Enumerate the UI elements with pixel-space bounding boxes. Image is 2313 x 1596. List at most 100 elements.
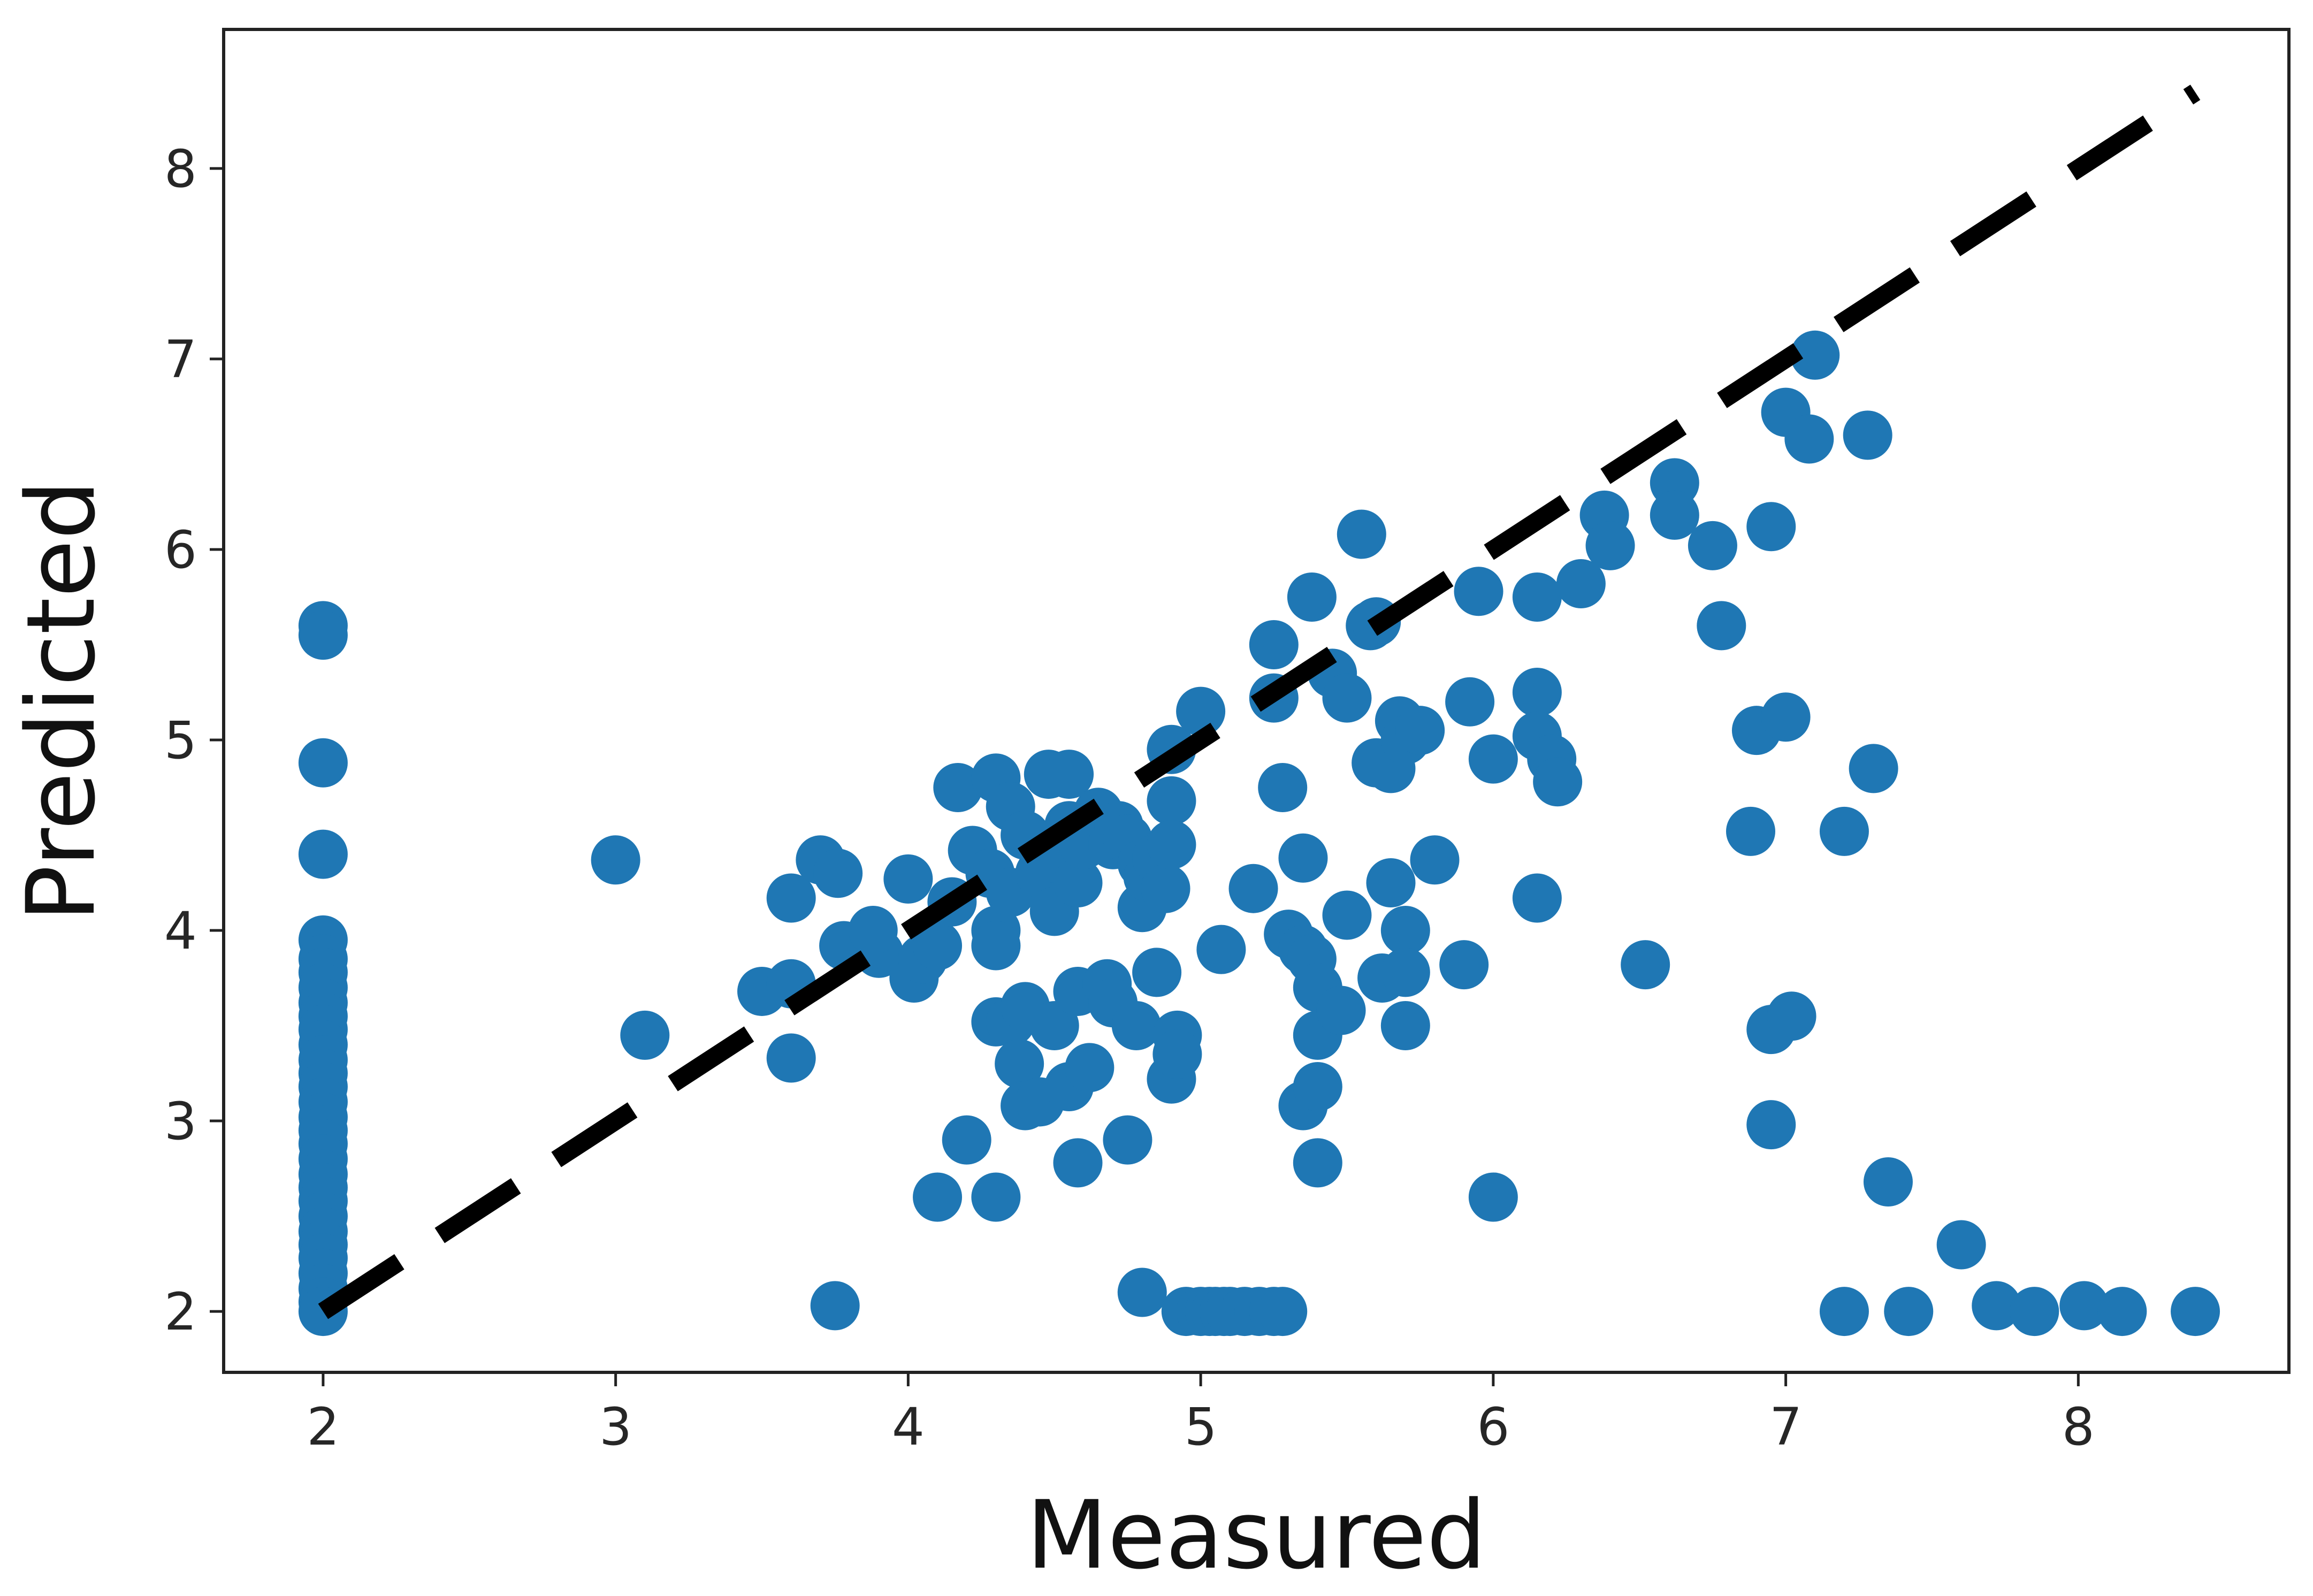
data-point xyxy=(1621,940,1670,990)
data-point xyxy=(1556,559,1606,609)
data-point xyxy=(1849,744,1898,793)
data-point xyxy=(1512,873,1562,923)
x-axis-label: Measured xyxy=(1026,1480,1486,1590)
data-point xyxy=(1132,948,1182,997)
data-point xyxy=(1972,1281,2021,1331)
data-point xyxy=(883,854,933,904)
x-axis-ticks: 2 3 4 5 6 7 8 xyxy=(307,1372,2095,1457)
data-point xyxy=(971,921,1021,971)
data-point xyxy=(1249,620,1299,669)
data-point xyxy=(1278,833,1328,883)
data-point xyxy=(1468,734,1518,784)
data-point xyxy=(2059,1281,2109,1331)
y-tick-label: 3 xyxy=(164,1091,197,1151)
y-tick-label: 8 xyxy=(164,139,197,199)
data-point xyxy=(766,873,816,923)
data-point xyxy=(1380,1001,1430,1051)
y-tick-label: 7 xyxy=(164,330,197,390)
data-point xyxy=(1044,750,1094,799)
data-point xyxy=(298,829,348,879)
x-tick-label: 6 xyxy=(1477,1397,1509,1457)
data-point xyxy=(1337,509,1386,559)
data-point xyxy=(1790,330,1840,380)
data-point xyxy=(1322,890,1372,940)
data-point xyxy=(942,1115,991,1165)
data-point xyxy=(1293,1138,1342,1188)
data-point xyxy=(2010,1287,2059,1337)
data-point xyxy=(1439,940,1489,990)
data-point xyxy=(1761,692,1811,742)
data-point xyxy=(1767,991,1816,1041)
data-point xyxy=(1152,1029,1202,1079)
data-point xyxy=(848,906,898,956)
x-tick-label: 7 xyxy=(1769,1397,1802,1457)
data-point xyxy=(913,1172,963,1222)
data-point xyxy=(1287,572,1337,622)
data-point xyxy=(810,1281,860,1331)
y-tick-label: 6 xyxy=(164,520,197,580)
data-point xyxy=(1380,948,1430,997)
data-point xyxy=(1117,1267,1167,1317)
data-point xyxy=(1258,762,1308,812)
data-point xyxy=(1468,1172,1518,1222)
data-point xyxy=(1410,835,1460,885)
data-point xyxy=(591,835,640,885)
data-point xyxy=(1784,414,1834,464)
data-point xyxy=(971,1172,1021,1222)
data-point xyxy=(1445,677,1495,727)
identity-reference-line xyxy=(318,85,2201,1319)
data-point xyxy=(620,1010,670,1060)
y-axis-ticks: 2 3 4 5 6 7 8 xyxy=(164,139,224,1342)
data-point xyxy=(995,1039,1044,1089)
data-point xyxy=(1111,1001,1161,1051)
y-axis-label: Predicted xyxy=(6,480,116,922)
data-point xyxy=(298,610,348,660)
data-point xyxy=(1533,757,1583,807)
data-point xyxy=(1843,410,1892,460)
data-point xyxy=(1380,906,1430,956)
data-point xyxy=(766,1033,816,1083)
data-point xyxy=(1819,806,1869,856)
data-point xyxy=(1147,820,1196,869)
data-point xyxy=(1726,806,1775,856)
data-point xyxy=(1650,490,1699,540)
y-tick-label: 2 xyxy=(164,1282,197,1342)
data-point xyxy=(1176,686,1226,736)
x-tick-label: 5 xyxy=(1185,1397,1217,1457)
y-tick-label: 5 xyxy=(164,711,197,770)
data-point xyxy=(1688,521,1737,570)
data-point xyxy=(1819,1287,1869,1337)
data-point xyxy=(2097,1287,2147,1337)
data-point xyxy=(1884,1287,1934,1337)
data-point xyxy=(2171,1287,2220,1337)
data-point xyxy=(1746,502,1796,552)
data-point xyxy=(1258,1287,1308,1337)
data-point xyxy=(933,762,983,812)
data-point xyxy=(1585,521,1635,570)
x-tick-label: 4 xyxy=(892,1397,925,1457)
data-point xyxy=(1228,864,1278,913)
data-point xyxy=(1863,1157,1913,1206)
data-point xyxy=(1936,1220,1986,1270)
data-point xyxy=(1512,667,1562,717)
x-tick-label: 3 xyxy=(599,1397,632,1457)
data-point xyxy=(1316,986,1366,1035)
data-point xyxy=(1454,567,1503,616)
data-point xyxy=(1103,1115,1152,1165)
data-point xyxy=(1697,601,1746,651)
points-layer xyxy=(298,330,2220,1337)
data-point xyxy=(1065,1043,1114,1093)
data-point xyxy=(1196,925,1246,974)
data-point xyxy=(913,921,963,971)
data-point xyxy=(1053,858,1103,908)
data-point xyxy=(813,849,863,898)
y-tick-label: 4 xyxy=(164,901,197,961)
data-point xyxy=(298,738,348,788)
data-point xyxy=(1293,1062,1342,1111)
data-point xyxy=(1366,858,1416,908)
data-point xyxy=(1395,706,1445,755)
data-point xyxy=(1029,1001,1079,1051)
data-point xyxy=(1512,572,1562,622)
data-point xyxy=(1322,673,1372,723)
